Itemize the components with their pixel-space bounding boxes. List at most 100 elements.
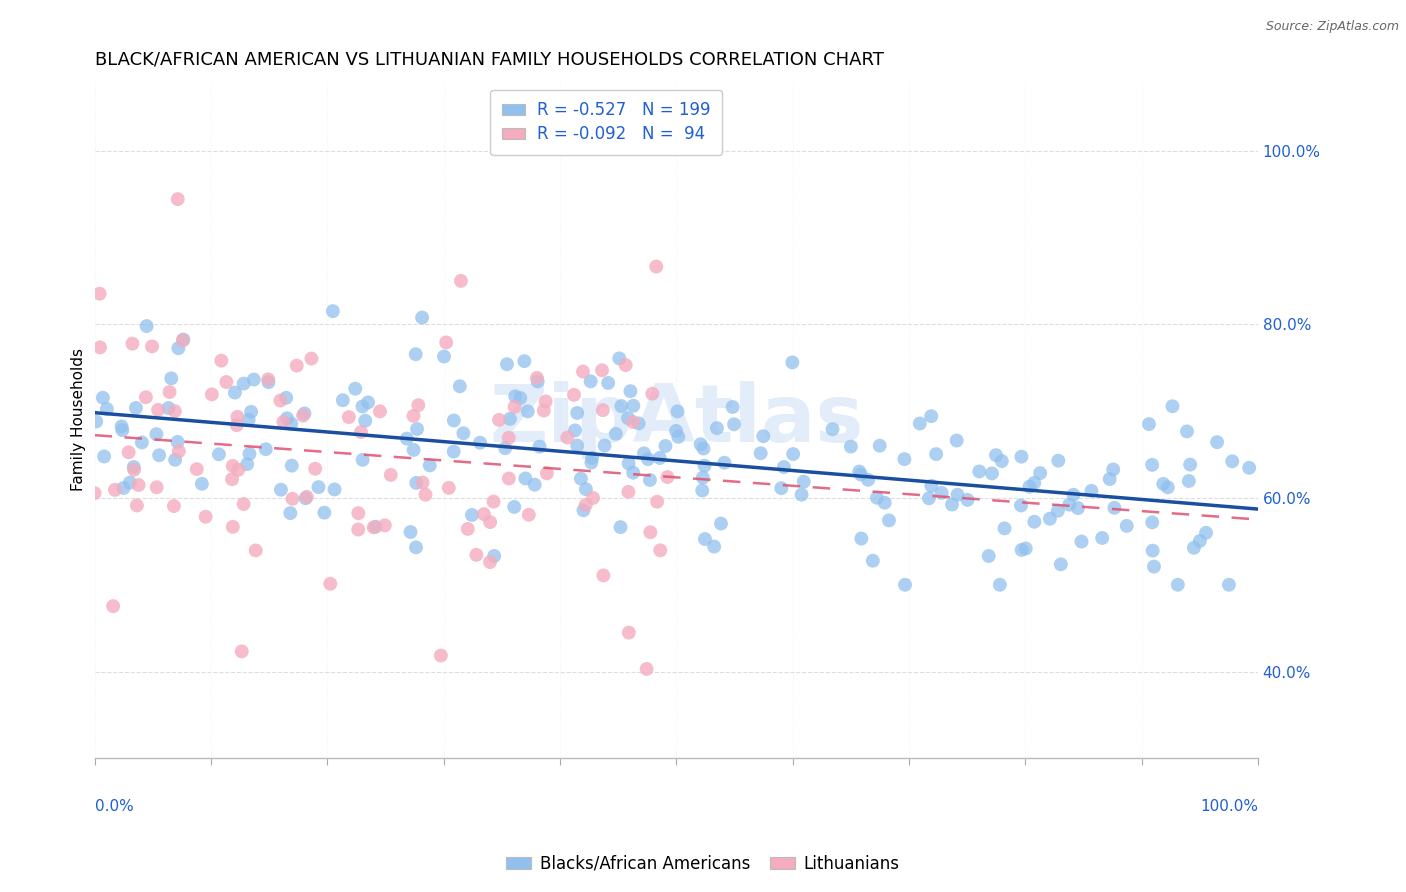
Point [1195,525,1218,540]
Point [191,476,214,491]
Point [121,336,143,351]
Point [617,625,640,640]
Point [993,521,1015,535]
Point [533,403,555,417]
Point [1178,458,1201,472]
Point [988,578,1011,592]
Point [482,494,505,508]
Point [627,417,650,431]
Point [405,541,427,555]
Point [654,439,676,453]
Point [821,422,844,436]
Point [1237,460,1260,475]
Point [319,576,342,591]
Point [368,404,391,418]
Point [402,442,425,457]
Point [1067,501,1090,516]
Point [482,549,505,563]
Point [638,473,661,487]
Point [534,394,557,409]
Point [617,456,640,470]
Point [956,492,979,507]
Point [453,426,475,441]
Point [925,447,948,461]
Point [516,404,538,418]
Point [254,442,277,457]
Point [692,470,714,484]
Point [848,465,870,479]
Point [157,401,180,415]
Point [352,453,374,467]
Point [610,399,633,413]
Point [562,388,585,402]
Point [270,483,292,497]
Point [347,506,370,520]
Point [503,400,526,414]
Point [146,402,169,417]
Point [1024,475,1046,490]
Point [461,508,484,522]
Point [1098,472,1121,486]
Point [851,532,873,546]
Point [405,347,427,361]
Point [703,540,725,554]
Point [894,578,917,592]
Point [690,483,713,498]
Point [1102,462,1125,476]
Point [706,421,728,435]
Point [1167,578,1189,592]
Point [1140,458,1163,472]
Point [648,450,671,465]
Point [770,481,793,495]
Point [194,509,217,524]
Point [201,387,224,401]
Point [1024,515,1046,529]
Point [322,304,344,318]
Point [593,439,616,453]
Point [465,548,488,562]
Point [509,391,531,405]
Point [645,260,668,274]
Point [523,477,546,491]
Point [468,435,491,450]
Point [617,484,640,499]
Point [238,413,260,427]
Point [122,460,145,475]
Legend: Blacks/African Americans, Lithuanians: Blacks/African Americans, Lithuanians [499,848,907,880]
Point [569,472,592,486]
Point [294,491,316,506]
Point [650,543,672,558]
Point [236,457,259,471]
Point [920,479,942,493]
Point [526,371,548,385]
Point [208,447,231,461]
Point [918,491,941,506]
Point [240,405,263,419]
Point [104,483,127,497]
Point [967,465,990,479]
Point [536,467,558,481]
Point [877,513,900,527]
Point [1206,435,1229,450]
Point [294,406,316,420]
Point [276,391,298,405]
Point [415,488,437,502]
Point [225,418,247,433]
Point [692,442,714,456]
Point [503,500,526,514]
Point [159,384,181,399]
Point [1140,516,1163,530]
Point [849,467,872,482]
Point [773,460,796,475]
Point [1175,425,1198,439]
Point [117,445,139,459]
Point [167,444,190,458]
Point [856,473,879,487]
Point [1062,488,1084,502]
Point [89,286,111,301]
Point [479,515,502,529]
Point [793,475,815,489]
Point [224,385,246,400]
Point [167,341,190,355]
Point [337,410,360,425]
